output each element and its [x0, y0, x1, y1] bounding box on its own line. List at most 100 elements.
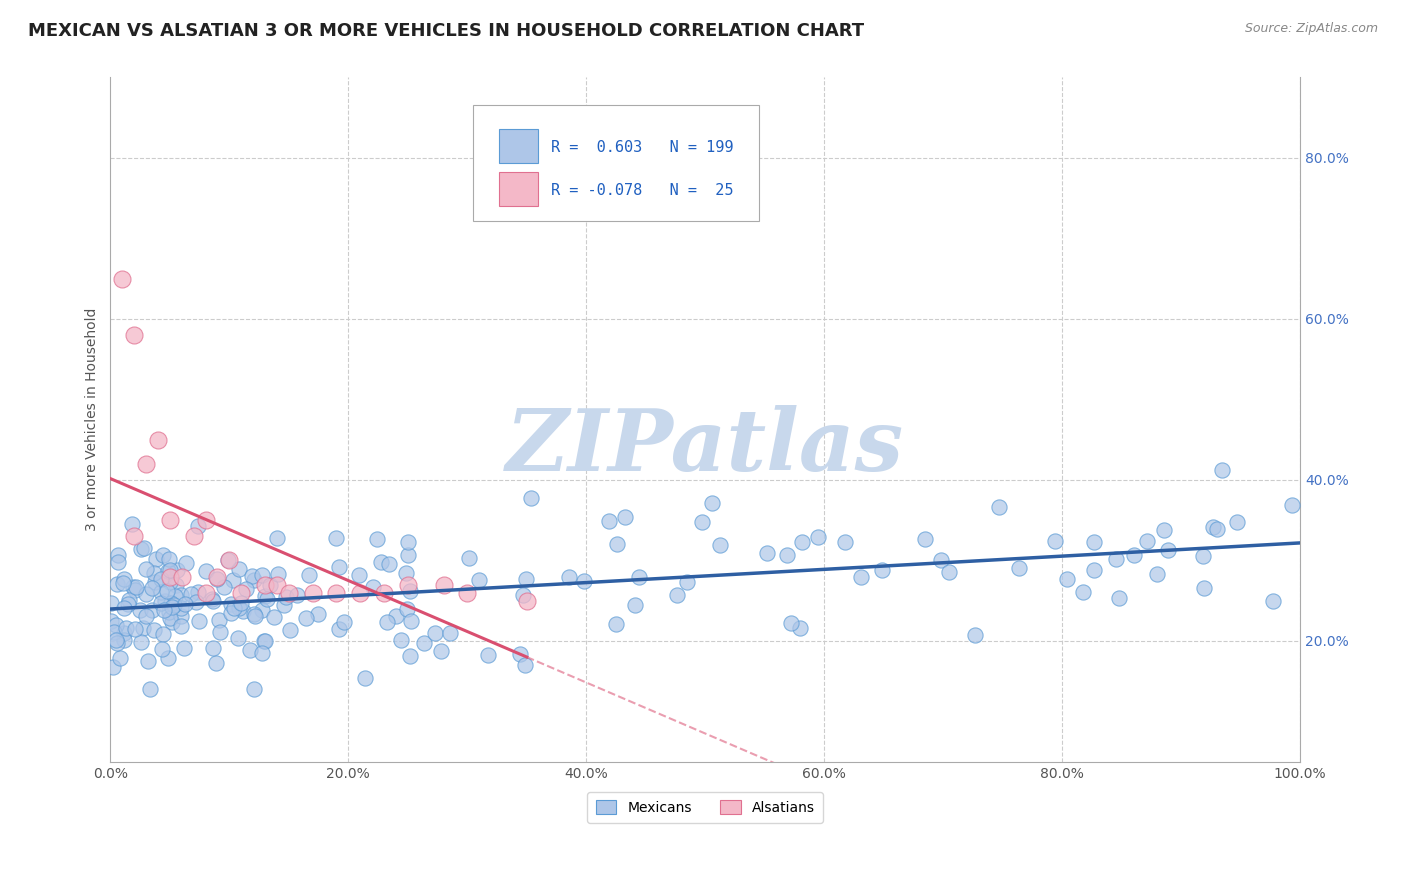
Point	[107, 548, 129, 562]
Point	[277, 585, 299, 599]
Point	[224, 601, 246, 615]
Point	[157, 605, 180, 619]
Point	[1007, 561, 1029, 575]
Point	[157, 552, 180, 566]
Point	[170, 609, 193, 624]
Point	[1153, 523, 1175, 537]
Point	[207, 569, 229, 583]
Point	[250, 603, 273, 617]
Text: Source: ZipAtlas.com: Source: ZipAtlas.com	[1244, 22, 1378, 36]
Point	[145, 552, 167, 566]
Point	[201, 592, 224, 607]
Point	[135, 609, 157, 624]
Point	[160, 615, 183, 629]
Point	[520, 491, 543, 505]
Point	[231, 585, 253, 599]
Point	[135, 561, 157, 575]
Point	[389, 632, 412, 647]
Point	[155, 593, 177, 607]
Point	[239, 642, 262, 657]
Point	[132, 621, 155, 635]
Point	[254, 634, 277, 648]
Point	[134, 541, 156, 556]
Point	[122, 328, 145, 343]
Point	[931, 553, 953, 567]
Point	[1225, 515, 1247, 529]
Point	[243, 607, 266, 621]
FancyBboxPatch shape	[499, 172, 537, 206]
Point	[159, 574, 181, 589]
Point	[212, 580, 235, 594]
Point	[1194, 581, 1216, 595]
Point	[143, 574, 166, 589]
Text: ZIPatlas: ZIPatlas	[506, 405, 904, 489]
Point	[207, 613, 229, 627]
Point	[105, 577, 128, 591]
Point	[166, 563, 188, 577]
Point	[103, 625, 125, 640]
Point	[114, 621, 136, 635]
Point	[333, 615, 356, 629]
Point	[129, 634, 152, 648]
Point	[100, 596, 122, 610]
Point	[188, 614, 211, 628]
Point	[432, 577, 454, 591]
Point	[100, 614, 122, 628]
Point	[124, 622, 146, 636]
Point	[159, 513, 181, 527]
Point	[256, 591, 278, 606]
Point	[370, 555, 392, 569]
Point	[111, 271, 134, 285]
Point	[219, 606, 242, 620]
Point	[1211, 463, 1233, 477]
Point	[159, 569, 181, 583]
Point	[160, 596, 183, 610]
Point	[122, 529, 145, 543]
Point	[146, 433, 169, 447]
Point	[229, 596, 252, 610]
Point	[1083, 563, 1105, 577]
Point	[135, 457, 157, 471]
Point	[259, 578, 281, 592]
Point	[139, 681, 162, 696]
Point	[108, 651, 131, 665]
Y-axis label: 3 or more Vehicles in Household: 3 or more Vehicles in Household	[86, 308, 100, 532]
Point	[328, 622, 350, 636]
Point	[425, 626, 447, 640]
Point	[412, 636, 434, 650]
Point	[204, 656, 226, 670]
Point	[396, 548, 419, 562]
Point	[226, 631, 249, 645]
Point	[328, 560, 350, 574]
Point	[152, 548, 174, 562]
Point	[156, 651, 179, 665]
Point	[278, 624, 301, 638]
Point	[222, 574, 245, 588]
Text: MEXICAN VS ALSATIAN 3 OR MORE VEHICLES IN HOUSEHOLD CORRELATION CHART: MEXICAN VS ALSATIAN 3 OR MORE VEHICLES I…	[28, 22, 865, 40]
Point	[509, 648, 531, 662]
Point	[467, 573, 489, 587]
Point	[231, 604, 253, 618]
Point	[107, 555, 129, 569]
Point	[150, 641, 173, 656]
Point	[129, 541, 152, 556]
Point	[183, 529, 205, 543]
Point	[516, 593, 538, 607]
Point	[254, 577, 277, 591]
Point	[112, 625, 135, 640]
Point	[1123, 548, 1146, 562]
Point	[780, 616, 803, 631]
Point	[807, 530, 830, 544]
Point	[834, 534, 856, 549]
Point	[399, 614, 422, 628]
Point	[243, 573, 266, 587]
Point	[184, 595, 207, 609]
Point	[194, 513, 217, 527]
Point	[301, 585, 323, 599]
Point	[254, 589, 277, 603]
Point	[195, 564, 218, 578]
Point	[273, 598, 295, 612]
Point	[104, 618, 127, 632]
Point	[938, 566, 960, 580]
Point	[141, 582, 163, 596]
